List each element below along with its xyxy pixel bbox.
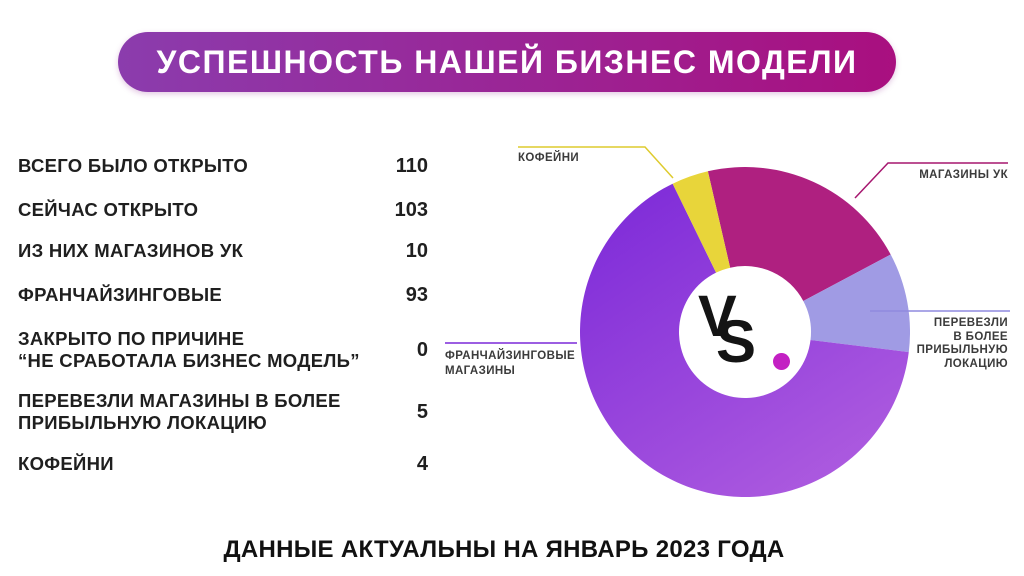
- callout-label-perevezli: ПЕРЕВЕЗЛИ В БОЛЕЕ ПРИБЫЛЬНУЮ ЛОКАЦИЮ: [916, 317, 1008, 370]
- stat-row: ПЕРЕВЕЗЛИ МАГАЗИНЫ В БОЛЕЕ ПРИБЫЛЬНУЮ ЛО…: [18, 390, 428, 434]
- stat-value: 4: [416, 452, 428, 475]
- vs-logo-letter-s: S: [716, 308, 757, 375]
- stat-row: КОФЕЙНИ 4: [18, 453, 428, 475]
- stat-value: 5: [416, 400, 428, 423]
- stat-row: ВСЕГО БЫЛО ОТКРЫТО 110: [18, 155, 428, 177]
- stat-row: СЕЙЧАС ОТКРЫТО 103: [18, 199, 428, 221]
- callout-label-franchise: ФРАНЧАЙЗИНГОВЫЕ МАГАЗИНЫ: [445, 350, 576, 377]
- pie-segment-0: [707, 167, 891, 302]
- stat-label: ЗАКРЫТО ПО ПРИЧИНЕ “НЕ СРАБОТАЛА БИЗНЕС …: [18, 328, 360, 371]
- callout-label-kofeyni: КОФЕЙНИ: [518, 152, 580, 164]
- stat-value: 93: [405, 283, 428, 306]
- pie-segment-3: [672, 171, 731, 273]
- stat-label: ФРАНЧАЙЗИНГОВЫЕ: [18, 284, 223, 305]
- stat-label: КОФЕЙНИ: [18, 453, 114, 474]
- stat-label: ПЕРЕВЕЗЛИ МАГАЗИНЫ В БОЛЕЕ ПРИБЫЛЬНУЮ ЛО…: [18, 390, 341, 433]
- stat-label: ИЗ НИХ МАГАЗИНОВ УК: [18, 240, 244, 261]
- vs-logo-dot: [773, 353, 790, 370]
- stat-value: 10: [405, 239, 428, 262]
- page-title: УСПЕШНОСТЬ НАШЕЙ БИЗНЕС МОДЕЛИ: [156, 43, 858, 80]
- vs-logo-letter-v: V: [698, 284, 737, 349]
- stat-row: ИЗ НИХ МАГАЗИНОВ УК 10: [18, 240, 428, 262]
- pie-segment-1: [803, 254, 910, 353]
- footer-note: ДАННЫЕ АКТУАЛЬНЫ НА ЯНВАРЬ 2023 ГОДА: [223, 536, 785, 563]
- donut-chart: [580, 167, 910, 497]
- stat-value: 103: [394, 198, 428, 221]
- stat-value: 110: [395, 154, 428, 177]
- callout-label-magaziny-uk: МАГАЗИНЫ УК: [919, 169, 1008, 181]
- stat-row: ЗАКРЫТО ПО ПРИЧИНЕ “НЕ СРАБОТАЛА БИЗНЕС …: [18, 328, 428, 372]
- stat-value: 0: [416, 338, 428, 361]
- stat-label: СЕЙЧАС ОТКРЫТО: [18, 199, 199, 220]
- title-banner: УСПЕШНОСТЬ НАШЕЙ БИЗНЕС МОДЕЛИ: [118, 32, 896, 92]
- stat-label: ВСЕГО БЫЛО ОТКРЫТО: [18, 155, 249, 176]
- stat-row: ФРАНЧАЙЗИНГОВЫЕ 93: [18, 284, 428, 306]
- pie-segment-2: [580, 183, 909, 497]
